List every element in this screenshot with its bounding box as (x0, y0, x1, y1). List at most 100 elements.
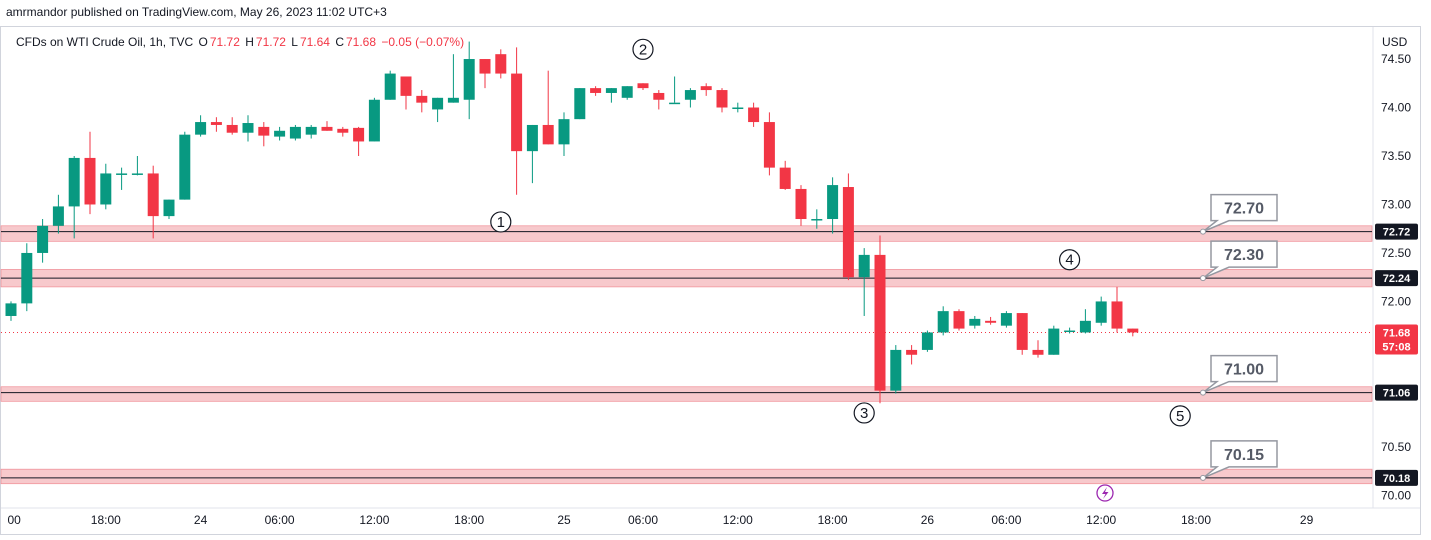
candle (558, 112, 570, 156)
candle (432, 97, 444, 123)
badge-background (1375, 469, 1418, 486)
time-tick-label: 06:00 (265, 513, 295, 527)
time-tick-label: 26 (921, 513, 935, 527)
legend-low-value: 71.64 (299, 35, 330, 49)
price-tick-label: 72.50 (1381, 246, 1411, 260)
price-tick-label: 70.00 (1381, 488, 1411, 502)
legend-change: −0.05 (−0.07%) (381, 35, 465, 49)
candle (479, 59, 491, 89)
price-axis[interactable]: 74.50 74.00 73.50 73.00 72.50 72.00 70.50 70.00 (1381, 52, 1411, 502)
candle (226, 117, 238, 135)
zone-band (0, 468, 1373, 485)
candle (1032, 340, 1044, 358)
candle (985, 316, 997, 325)
callout-anchor (1200, 474, 1206, 481)
candle-body (210, 122, 222, 125)
time-tick-label: 18:00 (91, 513, 121, 527)
candle-body (795, 188, 807, 220)
candle-body (590, 88, 602, 93)
candles (5, 41, 1139, 404)
candle-body (953, 311, 965, 329)
time-tick-label: 18:00 (818, 513, 848, 527)
candle-body (842, 187, 854, 278)
candle-body (195, 122, 207, 135)
candle-body (858, 254, 870, 278)
candle (416, 90, 428, 113)
candle (906, 345, 918, 365)
candle-body (495, 54, 507, 74)
candle (258, 122, 270, 147)
candle (684, 88, 696, 108)
candle-body (1048, 328, 1060, 355)
candle-body (1095, 301, 1107, 323)
bar-countdown-label: 57:08 (1382, 341, 1410, 353)
wave-marker-label: 5 (1176, 408, 1184, 425)
currency-label: USD (1382, 35, 1408, 49)
wave-marker: 2 (632, 38, 654, 60)
price-tick-label: 74.00 (1381, 101, 1411, 115)
candle (1048, 325, 1060, 355)
candle (621, 86, 633, 100)
candle (858, 248, 870, 316)
candle (1079, 309, 1091, 334)
price-callouts: 72.70 72.30 71.00 70.15 (1200, 193, 1278, 481)
lightning-icon[interactable] (1096, 484, 1114, 502)
candle (874, 235, 886, 404)
zone-band (0, 386, 1373, 402)
candle-body (131, 173, 143, 175)
candle (5, 301, 17, 321)
last-price-label: 71.68 (1383, 327, 1411, 339)
candle (842, 173, 854, 281)
wave-marker-label: 3 (860, 405, 868, 422)
wave-marker-circle (1058, 249, 1081, 271)
legend-open-label: O (198, 35, 208, 49)
wave-marker-circle (632, 38, 654, 60)
candle-body (37, 225, 49, 253)
candle (921, 330, 933, 352)
candle-body (368, 99, 380, 142)
candle (700, 83, 712, 96)
time-axis[interactable]: 00 18:00 24 06:00 12:00 18:00 25 06:00 12:00 18:0… (7, 513, 1313, 527)
time-tick-label: 06:00 (991, 513, 1021, 527)
candle-body (906, 349, 918, 355)
candle-body (337, 128, 349, 133)
candle (542, 70, 554, 145)
candle (163, 199, 175, 220)
candle-body (258, 126, 270, 136)
candle (511, 47, 523, 195)
candle (811, 209, 823, 229)
wave-markers: 1 2 3 4 5 (490, 38, 1191, 427)
price-tick-label: 72.00 (1381, 294, 1411, 308)
badge-background (1375, 223, 1418, 240)
candle (748, 102, 760, 127)
candle-body (1016, 313, 1028, 350)
price-badges: 72.72 72.24 71.06 70.18 71.68 57:08 (1375, 223, 1418, 486)
candle (210, 117, 222, 132)
callout-box (1202, 440, 1278, 479)
callout-box (1202, 240, 1278, 279)
candle (795, 185, 807, 226)
legend-close-label: C (335, 35, 344, 49)
candle-body (574, 88, 586, 120)
price-callout: 70.15 (1200, 440, 1278, 481)
candle (84, 131, 96, 215)
candle (1111, 286, 1123, 333)
badge-label: 71.06 (1383, 388, 1411, 400)
zone-price-badge: 72.24 (1375, 270, 1418, 287)
wave-marker-label: 2 (639, 41, 647, 58)
price-tick-label: 73.50 (1381, 149, 1411, 163)
candle-body (637, 83, 649, 89)
time-tick-label: 00 (7, 513, 21, 527)
badge-label: 70.18 (1383, 473, 1411, 485)
candle (337, 126, 349, 137)
wave-marker-label: 1 (497, 214, 505, 231)
candle-body (669, 102, 681, 105)
time-tick-label: 24 (194, 513, 208, 527)
badge-label: 72.24 (1383, 273, 1411, 285)
candle-body (1127, 328, 1139, 333)
chart-frame (0, 26, 1421, 535)
candle-body (890, 349, 902, 391)
candle (779, 160, 791, 190)
